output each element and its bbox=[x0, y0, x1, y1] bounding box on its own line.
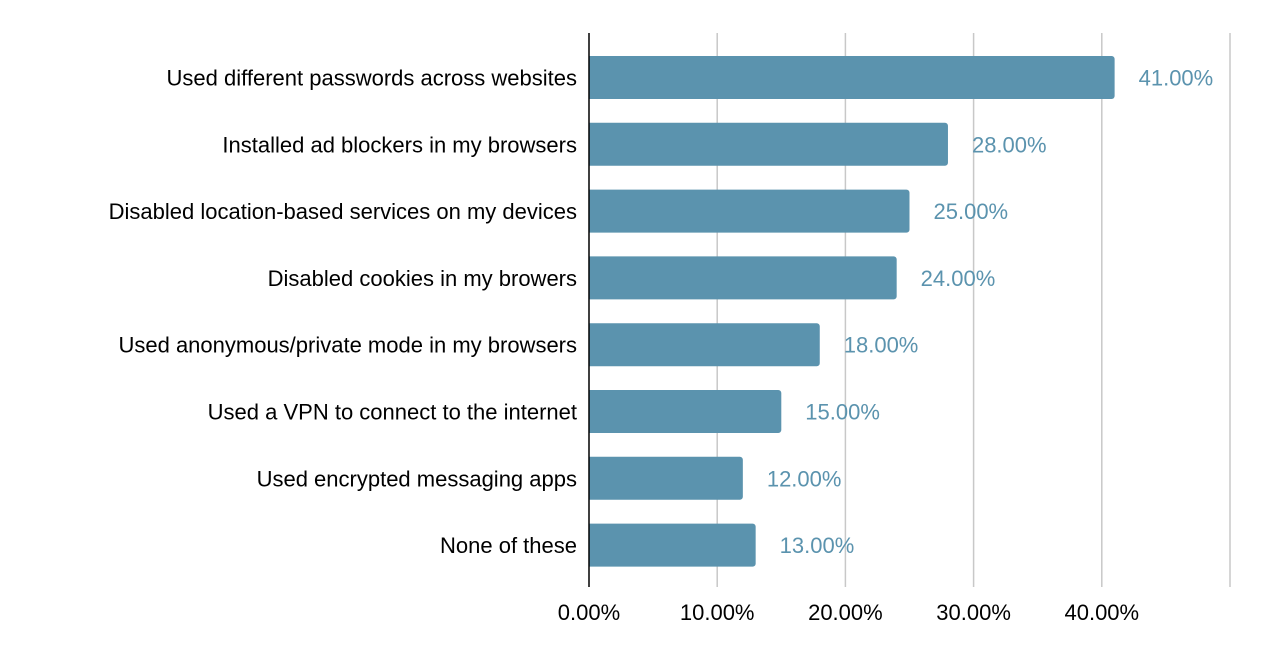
category-label: Used different passwords across websites bbox=[167, 66, 577, 91]
x-tick-label: 30.00% bbox=[936, 600, 1011, 625]
x-tick-label: 10.00% bbox=[680, 600, 755, 625]
data-label: 24.00% bbox=[921, 266, 996, 291]
data-label: 13.00% bbox=[780, 533, 855, 558]
bar bbox=[589, 390, 782, 433]
bars bbox=[589, 56, 1115, 567]
bar bbox=[589, 189, 910, 233]
data-label: 41.00% bbox=[1139, 66, 1214, 91]
data-label: 15.00% bbox=[805, 400, 880, 425]
x-tick-label: 40.00% bbox=[1064, 600, 1139, 625]
bar bbox=[589, 56, 1115, 99]
category-label: Used a VPN to connect to the internet bbox=[208, 400, 577, 425]
x-tick-label: 0.00% bbox=[558, 600, 620, 625]
bar bbox=[589, 256, 897, 300]
bar bbox=[589, 523, 756, 567]
category-label: Disabled cookies in my browers bbox=[268, 266, 577, 291]
data-label: 18.00% bbox=[844, 333, 919, 358]
gridlines bbox=[716, 33, 1231, 587]
x-tick-label: 20.00% bbox=[808, 600, 883, 625]
category-label: Installed ad blockers in my browsers bbox=[222, 132, 577, 157]
category-label: Disabled location-based services on my d… bbox=[109, 199, 577, 224]
bar bbox=[589, 122, 948, 166]
labels: 0.00% 10.00% 20.00% 30.00% 40.00% Used differ… bbox=[109, 66, 1214, 626]
data-label: 28.00% bbox=[972, 132, 1047, 157]
category-label: Used anonymous/private mode in my browse… bbox=[118, 333, 577, 358]
bar bbox=[589, 323, 820, 367]
data-label: 25.00% bbox=[934, 199, 1009, 224]
category-label: Used encrypted messaging apps bbox=[257, 466, 577, 491]
category-label: None of these bbox=[440, 533, 577, 558]
data-label: 12.00% bbox=[767, 466, 842, 491]
bar bbox=[589, 456, 743, 500]
